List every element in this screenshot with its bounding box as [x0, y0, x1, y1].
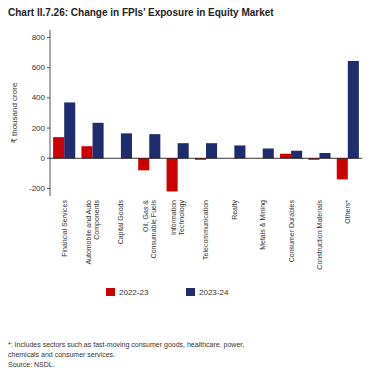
y-tick-label: 0: [41, 154, 46, 163]
x-tick-label: Realty: [231, 200, 239, 220]
legend-swatch: [186, 288, 195, 296]
bar: [81, 146, 92, 158]
y-tick: [47, 158, 50, 159]
x-tick-label: Telecommunication: [202, 200, 209, 260]
title: Chart II.7.26: Change in FPIs’ Exposure …: [8, 7, 274, 18]
bar: [167, 158, 178, 191]
bar: [291, 151, 302, 159]
x-tick-label: Financial Services: [61, 200, 68, 257]
x-tick-label: Metals & Mining: [259, 200, 267, 250]
bar: [263, 148, 274, 158]
bars: [53, 61, 359, 192]
bar: [138, 158, 149, 170]
y-tick-label: 400: [32, 93, 46, 102]
y-tick-label: 800: [32, 33, 46, 42]
legend-label: 2023-24: [199, 288, 229, 297]
bar: [53, 137, 64, 158]
x-tick-label: Others*: [344, 200, 351, 224]
y-axis-label: ₹ thousand crore: [10, 82, 19, 143]
x-tick-label: Automobile and AutoComponents: [85, 200, 101, 265]
y-tick: [47, 67, 50, 68]
bar: [149, 134, 160, 158]
y-tick: [47, 128, 50, 129]
bar: [93, 123, 104, 158]
y-tick: [47, 97, 50, 98]
x-tick-label: Consumer Durables: [288, 200, 295, 263]
bar: [319, 153, 330, 158]
y-axis-line: [50, 30, 51, 196]
legend-swatch: [106, 288, 115, 296]
chart: Chart II.7.26: Change in FPIs’ Exposure …: [0, 0, 372, 373]
zero-line: [50, 158, 362, 159]
bar: [337, 158, 348, 179]
bar: [348, 61, 359, 158]
y-tick-label: -200: [29, 184, 46, 193]
y-tick-label: 200: [32, 124, 46, 133]
bar: [178, 143, 189, 158]
y-tick: [47, 188, 50, 189]
bar: [206, 143, 217, 158]
bar: [64, 102, 75, 158]
legend-label: 2022-23: [119, 288, 149, 297]
y-tick-label: 600: [32, 63, 46, 72]
x-tick-label: Construction Materials: [316, 200, 323, 270]
bar: [121, 133, 132, 158]
y-tick: [47, 37, 50, 38]
x-tick-label: InformationTechnology: [170, 200, 186, 236]
bar: [234, 145, 245, 158]
legend: 2022-23 2023-24: [106, 288, 229, 297]
footnote: *: Includes sectors such as fast-moving …: [8, 341, 244, 368]
bar: [280, 154, 291, 159]
x-tick-label: Oil, Gas &Consumable Fuels: [142, 200, 157, 259]
x-tick-label: Capital Goods: [117, 200, 125, 245]
